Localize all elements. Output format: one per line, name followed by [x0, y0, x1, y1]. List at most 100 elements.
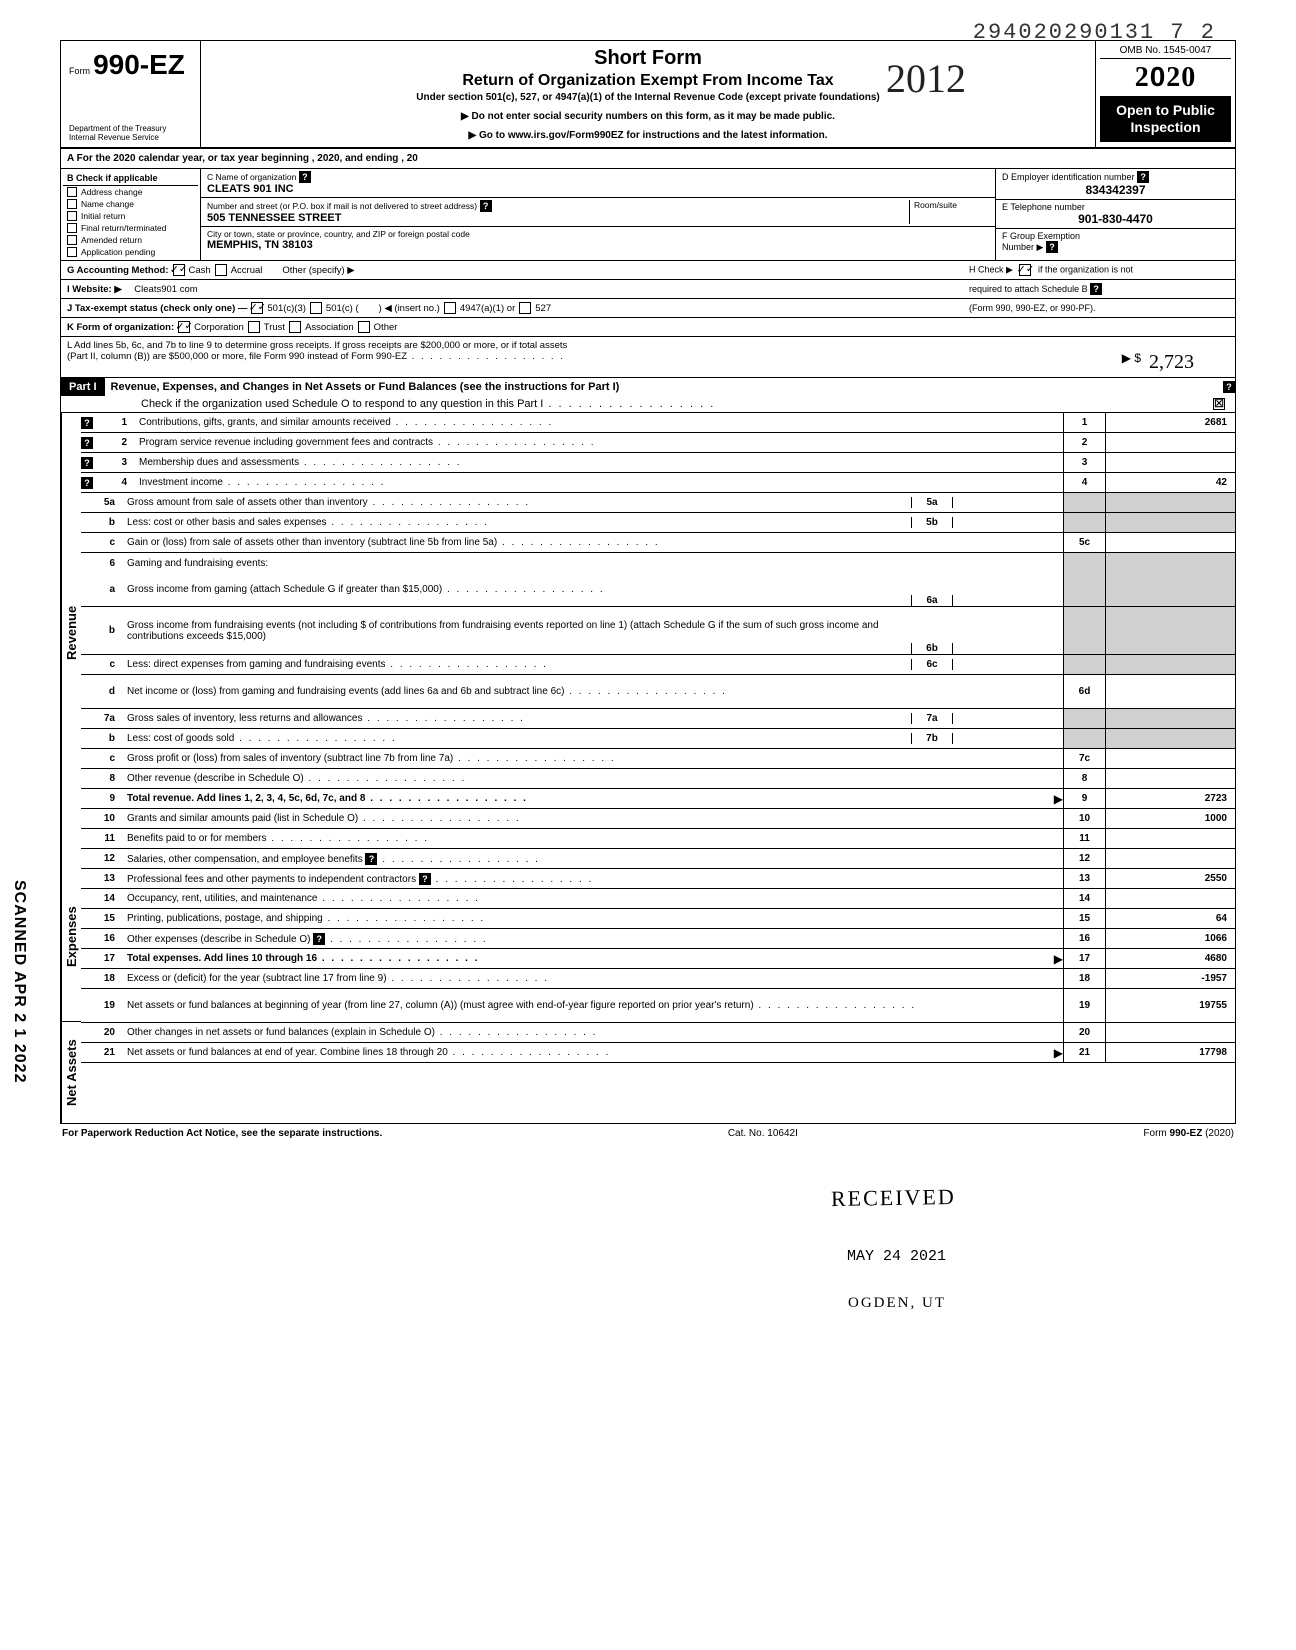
line-10-val: 1000: [1105, 809, 1235, 828]
form-header: Form 990-EZ Department of the Treasury I…: [60, 40, 1236, 149]
help-icon[interactable]: ?: [480, 200, 492, 212]
date-stamp: MAY 24 2021: [847, 1248, 946, 1265]
h-label: H Check ▶: [969, 265, 1013, 275]
trust-checkbox[interactable]: [248, 321, 260, 333]
initial-return-checkbox[interactable]: [67, 211, 77, 221]
line-10-desc: Grants and similar amounts paid (list in…: [123, 811, 1063, 826]
line-5a-sub: 5a: [911, 497, 953, 508]
help-icon[interactable]: ?: [365, 853, 377, 865]
other-org-checkbox[interactable]: [358, 321, 370, 333]
line-num: 12: [81, 853, 123, 864]
footer-left: For Paperwork Reduction Act Notice, see …: [62, 1128, 382, 1139]
help-icon[interactable]: ?: [81, 477, 93, 489]
corporation-checkbox[interactable]: ✓: [178, 321, 190, 333]
accrual-checkbox[interactable]: [215, 264, 227, 276]
footer-mid: Cat. No. 10642I: [728, 1128, 798, 1139]
line-18-val: -1957: [1105, 969, 1235, 988]
help-icon[interactable]: ?: [1223, 381, 1235, 393]
line-7a-sub: 7a: [911, 713, 953, 724]
501c3-checkbox[interactable]: ✓: [251, 302, 263, 314]
l-total-value: 2,723: [1149, 351, 1229, 374]
help-icon[interactable]: ?: [81, 457, 93, 469]
line-6d-desc: Net income or (loss) from gaming and fun…: [123, 684, 1063, 699]
grey-cell: [1063, 573, 1105, 606]
line-3-desc: Membership dues and assessments: [135, 455, 1063, 470]
cash-checkbox[interactable]: ✓: [173, 264, 185, 276]
line-num: 2: [93, 437, 135, 448]
line-2-num: 2: [1063, 433, 1105, 452]
room-label: Room/suite: [914, 200, 957, 210]
instruction-2: ▶ Go to www.irs.gov/Form990EZ for instru…: [211, 130, 1085, 141]
amended-return-checkbox[interactable]: [67, 235, 77, 245]
help-icon[interactable]: ?: [81, 437, 93, 449]
part-1-check-text: Check if the organization used Schedule …: [141, 398, 1209, 410]
h-text4: (Form 990, 990-EZ, or 990-PF).: [969, 303, 1096, 313]
group-exemption-number-label: Number ▶: [1002, 242, 1043, 252]
scanned-stamp: SCANNED APR 2 1 2022: [10, 880, 28, 1083]
grey-cell: [1105, 607, 1235, 654]
association-checkbox[interactable]: [289, 321, 301, 333]
line-21-val: 17798: [1105, 1043, 1235, 1062]
help-icon[interactable]: ?: [1137, 171, 1149, 183]
line-6b-desc: Gross income from fundraising events (no…: [123, 618, 911, 644]
line-20-desc: Other changes in net assets or fund bala…: [123, 1025, 1063, 1040]
line-21-desc: Net assets or fund balances at end of ye…: [123, 1045, 1054, 1060]
cb-label: Initial return: [81, 211, 125, 221]
line-15-num: 15: [1063, 909, 1105, 928]
document-id-number: 294020290131 7 2: [973, 20, 1216, 45]
line-10-num: 10: [1063, 809, 1105, 828]
grey-cell: [1063, 729, 1105, 748]
application-pending-checkbox[interactable]: [67, 247, 77, 257]
cb-label: Address change: [81, 187, 142, 197]
help-icon[interactable]: ?: [299, 171, 311, 183]
help-icon[interactable]: ?: [81, 417, 93, 429]
grey-cell: [1063, 709, 1105, 728]
help-icon[interactable]: ?: [1046, 241, 1058, 253]
line-7a-desc: Gross sales of inventory, less returns a…: [123, 711, 911, 726]
line-5b-desc: Less: cost or other basis and sales expe…: [123, 515, 911, 530]
city-label: City or town, state or province, country…: [207, 229, 470, 239]
grey-cell: [1105, 493, 1235, 512]
line-11-val: [1105, 829, 1235, 848]
line-8-desc: Other revenue (describe in Schedule O): [123, 771, 1063, 786]
line-1-num: 1: [1063, 413, 1105, 432]
line-num: 5a: [81, 497, 123, 508]
help-icon[interactable]: ?: [419, 873, 431, 885]
part-1-label: Part I: [61, 378, 105, 396]
cb-label: Final return/terminated: [81, 223, 167, 233]
line-11-num: 11: [1063, 829, 1105, 848]
grey-cell: [1105, 513, 1235, 532]
line-num: 7a: [81, 713, 123, 724]
line-6a-desc: Gross income from gaming (attach Schedul…: [123, 582, 911, 597]
address-change-checkbox[interactable]: [67, 187, 77, 197]
line-5c-val: [1105, 533, 1235, 552]
line-7c-num: 7c: [1063, 749, 1105, 768]
phone-label: E Telephone number: [1002, 202, 1085, 212]
501c-checkbox[interactable]: [310, 302, 322, 314]
part-1-title: Revenue, Expenses, and Changes in Net As…: [105, 378, 1223, 396]
line-num: c: [81, 753, 123, 764]
help-icon[interactable]: ?: [313, 933, 325, 945]
527-checkbox[interactable]: [519, 302, 531, 314]
j-label: J Tax-exempt status (check only one) —: [67, 303, 247, 314]
line-6d-val: [1105, 675, 1235, 708]
name-change-checkbox[interactable]: [67, 199, 77, 209]
handwritten-year: 2012: [886, 55, 966, 102]
line-13-desc: Professional fees and other payments to …: [123, 871, 1063, 887]
help-icon[interactable]: ?: [1090, 283, 1102, 295]
i-label: I Website: ▶: [67, 284, 122, 295]
k-trust: Trust: [264, 322, 285, 333]
final-return-checkbox[interactable]: [67, 223, 77, 233]
line-6c-desc: Less: direct expenses from gaming and fu…: [123, 657, 911, 672]
line-2-desc: Program service revenue including govern…: [135, 435, 1063, 450]
schedule-o-checkbox[interactable]: ☒: [1213, 398, 1225, 410]
line-num: c: [81, 659, 123, 670]
cb-label: Name change: [81, 199, 134, 209]
h-checkbox[interactable]: ✓: [1019, 264, 1031, 276]
line-6c-sub: 6c: [911, 659, 953, 670]
line-5b-sub: 5b: [911, 517, 953, 528]
4947-checkbox[interactable]: [444, 302, 456, 314]
line-13-val: 2550: [1105, 869, 1235, 888]
line-19-val: 19755: [1105, 989, 1235, 1022]
accrual-label: Accrual: [231, 265, 263, 276]
